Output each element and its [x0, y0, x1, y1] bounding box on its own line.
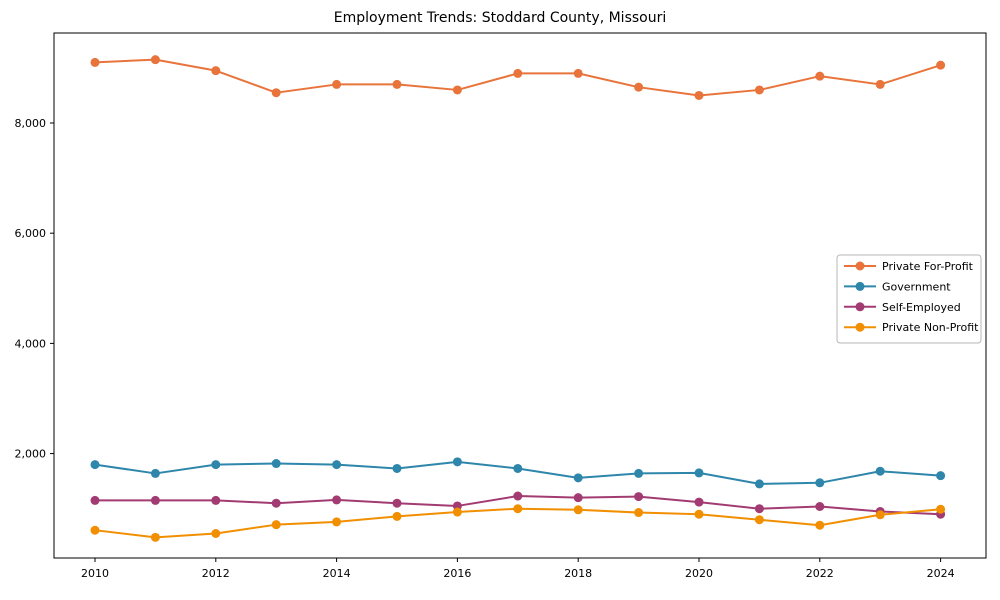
data-point: [211, 66, 221, 76]
data-point: [271, 88, 281, 98]
data-point: [332, 79, 342, 89]
data-point: [754, 504, 764, 514]
x-tick-label: 2016: [443, 567, 471, 580]
data-point: [694, 497, 704, 507]
data-point: [90, 460, 100, 470]
data-point: [815, 71, 825, 81]
x-tick-label: 2020: [685, 567, 713, 580]
data-point: [392, 511, 402, 521]
data-point: [392, 79, 402, 89]
data-point: [754, 85, 764, 95]
data-point: [332, 495, 342, 505]
legend-label: Government: [882, 280, 951, 293]
y-tick-label: 2,000: [15, 448, 47, 461]
data-point: [875, 466, 885, 476]
data-point: [694, 468, 704, 478]
data-point: [392, 498, 402, 508]
data-point: [90, 525, 100, 535]
data-point: [150, 495, 160, 505]
data-point: [815, 478, 825, 488]
data-point: [875, 79, 885, 89]
x-tick-label: 2014: [323, 567, 351, 580]
data-point: [271, 498, 281, 508]
legend-box: [836, 254, 982, 344]
data-point: [573, 493, 583, 503]
data-point: [815, 501, 825, 511]
plot-frame: [53, 32, 987, 559]
data-point: [573, 68, 583, 78]
data-point: [150, 468, 160, 478]
data-point: [452, 85, 462, 95]
data-point: [694, 90, 704, 100]
data-point: [211, 495, 221, 505]
data-point: [694, 509, 704, 519]
legend-marker: [855, 261, 865, 271]
data-point: [754, 479, 764, 489]
x-tick-label: 2010: [81, 567, 109, 580]
data-point: [211, 460, 221, 470]
data-point: [573, 505, 583, 515]
data-point: [634, 492, 644, 502]
legend-marker: [855, 322, 865, 332]
data-point: [875, 510, 885, 520]
data-point: [452, 457, 462, 467]
data-point: [936, 504, 946, 514]
data-point: [513, 504, 523, 514]
data-point: [936, 60, 946, 70]
data-point: [815, 520, 825, 530]
data-point: [332, 460, 342, 470]
data-point: [513, 68, 523, 78]
legend-label: Self-Employed: [882, 301, 961, 314]
data-point: [513, 491, 523, 501]
data-point: [634, 82, 644, 92]
data-point: [936, 471, 946, 481]
data-point: [90, 57, 100, 67]
legend-marker: [855, 281, 865, 291]
x-tick-label: 2022: [806, 567, 834, 580]
data-point: [634, 468, 644, 478]
data-point: [90, 495, 100, 505]
legend-label: Private For-Profit: [882, 260, 974, 273]
data-point: [271, 520, 281, 530]
data-point: [634, 508, 644, 518]
legend-marker: [855, 302, 865, 312]
x-tick-label: 2012: [202, 567, 230, 580]
data-point: [452, 507, 462, 517]
legend-label: Private Non-Profit: [882, 321, 979, 334]
data-point: [513, 463, 523, 473]
data-point: [211, 528, 221, 538]
data-point: [332, 517, 342, 527]
data-point: [573, 473, 583, 483]
data-point: [271, 459, 281, 469]
y-tick-label: 4,000: [15, 337, 47, 350]
data-point: [392, 463, 402, 473]
data-point: [150, 532, 160, 542]
data-point: [754, 515, 764, 525]
x-tick-label: 2018: [564, 567, 592, 580]
x-tick-label: 2024: [927, 567, 955, 580]
data-point: [150, 55, 160, 65]
y-tick-label: 8,000: [15, 117, 47, 130]
y-tick-label: 6,000: [15, 227, 47, 240]
chart-title: Employment Trends: Stoddard County, Miss…: [333, 10, 667, 26]
